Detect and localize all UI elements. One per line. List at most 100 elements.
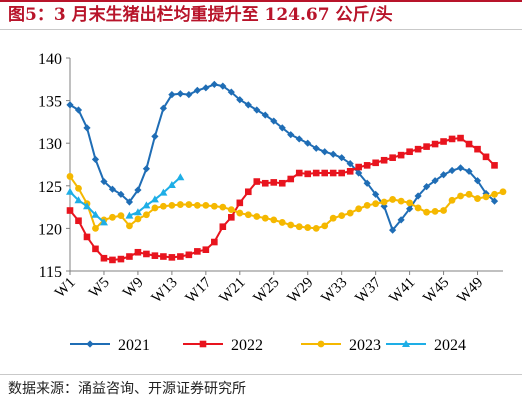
data-point — [168, 201, 176, 209]
data-point — [473, 177, 482, 185]
data-point — [74, 106, 83, 114]
data-point — [372, 200, 380, 208]
data-point — [261, 111, 269, 119]
x-tick-label: W49 — [454, 275, 486, 307]
data-point — [253, 213, 261, 220]
data-point — [329, 169, 337, 177]
data-source-note: 数据来源：涌益咨询、开源证券研究所 — [0, 374, 522, 405]
data-point — [159, 104, 167, 112]
data-point — [176, 201, 184, 208]
data-point — [499, 188, 507, 196]
legend-label: 2023 — [349, 337, 381, 354]
data-point — [150, 195, 159, 203]
data-point — [423, 208, 430, 216]
legend-item-2024: 2024 — [386, 337, 466, 354]
data-point — [185, 91, 193, 99]
data-point — [83, 233, 91, 241]
x-tick-label: W17 — [183, 274, 215, 306]
data-point — [389, 154, 396, 161]
data-point — [338, 212, 346, 220]
series-2024 — [66, 173, 185, 226]
data-point — [99, 218, 108, 226]
data-point — [278, 219, 286, 226]
legend-marker — [199, 340, 207, 348]
data-point — [389, 196, 397, 203]
legend-item-2023: 2023 — [301, 337, 381, 354]
legend-marker — [402, 340, 410, 347]
data-point — [185, 201, 193, 208]
data-point — [491, 190, 498, 198]
figure-title: 图5：3 月末生猪出栏均重提升至 124.67 公斤/头 — [0, 0, 522, 30]
data-point — [108, 185, 117, 193]
data-point — [312, 225, 320, 232]
data-point — [423, 143, 430, 150]
data-point — [448, 166, 456, 175]
data-point — [92, 245, 99, 253]
data-point — [210, 80, 218, 89]
series-line — [69, 137, 496, 261]
series-layer — [66, 80, 507, 264]
data-point — [244, 101, 252, 109]
data-point — [236, 209, 244, 217]
data-point — [211, 238, 218, 246]
data-point — [66, 101, 74, 109]
data-point — [414, 192, 422, 200]
data-point — [151, 204, 159, 212]
data-point — [448, 196, 456, 204]
data-point — [143, 211, 150, 219]
data-point — [210, 202, 218, 210]
data-point — [304, 170, 312, 178]
data-point — [227, 206, 235, 214]
x-tick-label: W13 — [149, 275, 181, 307]
series-2021 — [66, 80, 499, 234]
data-point — [134, 215, 142, 223]
series-2022 — [66, 134, 498, 264]
data-point — [75, 217, 82, 225]
data-point — [312, 144, 320, 152]
data-point — [168, 254, 176, 261]
data-point — [304, 139, 312, 147]
y-tick-label: 115 — [39, 264, 62, 281]
data-point — [321, 222, 329, 230]
data-point — [338, 169, 345, 177]
data-point — [66, 187, 74, 195]
x-tick-label: W41 — [386, 275, 418, 307]
data-point — [363, 179, 371, 187]
legend-label: 2021 — [118, 337, 150, 354]
data-point — [380, 198, 388, 206]
data-point — [253, 178, 261, 185]
y-tick-label: 135 — [38, 94, 62, 111]
data-point — [355, 169, 363, 177]
data-point — [397, 216, 405, 224]
data-point — [278, 124, 286, 132]
data-point — [177, 253, 184, 260]
data-point — [125, 198, 134, 206]
data-point — [329, 150, 337, 158]
data-point — [372, 190, 380, 198]
data-point — [321, 169, 329, 177]
data-point — [287, 131, 295, 139]
data-point — [448, 135, 456, 143]
data-point — [261, 179, 269, 187]
data-point — [117, 190, 125, 198]
data-point — [66, 173, 74, 180]
x-tick-label: W37 — [353, 274, 385, 306]
data-point — [125, 211, 134, 219]
data-point — [465, 190, 473, 198]
legend-item-2022: 2022 — [183, 337, 263, 354]
data-point — [304, 224, 312, 231]
data-point — [431, 140, 439, 148]
data-point — [117, 212, 125, 220]
data-point — [406, 205, 414, 213]
data-point — [346, 209, 354, 217]
data-point — [176, 173, 185, 181]
data-point — [287, 221, 295, 229]
y-axis: 115 120 125 130 135 140 — [38, 51, 71, 281]
data-point — [465, 140, 473, 148]
data-point — [100, 177, 108, 186]
data-point — [389, 226, 397, 234]
data-point — [236, 199, 244, 207]
data-point — [287, 175, 295, 183]
data-point — [82, 202, 91, 210]
